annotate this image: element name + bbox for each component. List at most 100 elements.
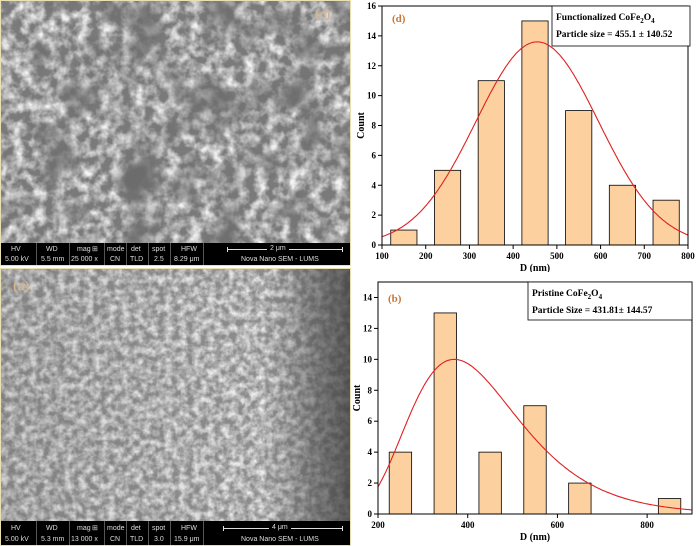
- y-tick-label: 14: [363, 292, 373, 302]
- y-tick-label: 4: [372, 180, 377, 190]
- y-tick-label: 2: [372, 210, 377, 220]
- y-axis-label: Count: [356, 111, 367, 138]
- mode-header: mode: [107, 246, 125, 253]
- y-tick-label: 4: [368, 447, 373, 457]
- hfw-header: HFW: [181, 246, 197, 253]
- x-tick-label: 700: [638, 251, 652, 261]
- legend-box: [527, 281, 693, 321]
- hv-header: HV: [11, 525, 21, 532]
- x-tick-label: 300: [463, 251, 477, 261]
- wd-header: WD: [46, 246, 58, 253]
- x-tick-label: 800: [681, 251, 695, 261]
- legend-title: Pristine CoFe2O4: [532, 289, 603, 301]
- y-tick-label: 12: [367, 61, 377, 71]
- histogram-functionalized: 100 200 300 400 500 600 700 800 0 2 4 6 8 10 12 14 16 D (…: [352, 0, 696, 272]
- x-tick-label: 500: [550, 251, 564, 261]
- x-tick-label: 800: [640, 520, 654, 530]
- x-tick-label: 400: [461, 520, 475, 530]
- panel-label: (d): [392, 13, 406, 25]
- y-tick-label: 10: [367, 91, 377, 101]
- x-tick-label: 600: [551, 520, 565, 530]
- wd-value: 5.3 mm: [41, 536, 65, 543]
- panel-label-c: (c): [315, 7, 331, 22]
- mag-header: mag: [77, 525, 91, 532]
- hfw-header: HFW: [181, 525, 197, 532]
- histogram-bar: [568, 482, 592, 515]
- x-axis-label: D (nm): [520, 263, 550, 272]
- mag-value: 25 000 x: [71, 256, 98, 263]
- mode-value: CN: [110, 256, 121, 263]
- y-tick-label: 6: [368, 416, 373, 426]
- y-tick-label: 0: [372, 240, 377, 250]
- chart-d-svg: 100 200 300 400 500 600 700 800 0 2 4 6 8 10 12 14 16 D (…: [356, 1, 695, 272]
- spot-value: 2.5: [154, 256, 164, 263]
- hv-value: 5.00 kV: [5, 536, 29, 543]
- legend-box: [551, 5, 691, 47]
- mag-value: 13 000 x: [71, 536, 98, 543]
- wd-value: 5.5 mm: [41, 256, 65, 263]
- x-tick-label: 400: [506, 251, 520, 261]
- y-tick-label: 12: [363, 323, 373, 333]
- footer-bottom: Nova Nano SEM - LUMS: [241, 536, 319, 543]
- det-value: TLD: [130, 256, 144, 263]
- y-tick-label: 16: [367, 1, 377, 11]
- y-tick-label: 0: [368, 509, 373, 519]
- histogram-bar: [521, 20, 549, 246]
- sem-micrograph-bottom: [1, 269, 350, 523]
- histogram-bar: [477, 80, 505, 246]
- grid-icon: ⊞: [92, 246, 98, 253]
- histogram-bar: [565, 110, 593, 246]
- y-tick-label: 14: [367, 31, 377, 41]
- panel-label: (b): [388, 293, 402, 305]
- hv-header: HV: [11, 246, 21, 253]
- spot-header: spot: [152, 246, 166, 253]
- x-axis-label: D (nm): [520, 532, 550, 543]
- sem-image-bottom: (a) HV 5.00 kV WD 5.3 mm mag ⊞ 13 000 x …: [0, 268, 351, 546]
- histogram-bar: [388, 451, 413, 515]
- hfw-value: 15.9 μm: [174, 536, 200, 543]
- x-tick-label: 100: [375, 251, 389, 261]
- legend-particle-size: Particle Size = 431.81± 144.57: [532, 306, 653, 316]
- hfw-value: 8.29 μm: [174, 256, 200, 263]
- y-tick-label: 8: [372, 121, 377, 131]
- spot-header: spot: [152, 525, 166, 532]
- x-tick-label: 200: [371, 520, 385, 530]
- histogram-bar: [434, 169, 462, 246]
- mode-value: CN: [110, 536, 121, 543]
- sem-micrograph-top: [1, 1, 350, 243]
- y-tick-label: 2: [368, 478, 373, 488]
- histogram-bar: [478, 451, 502, 515]
- spot-value: 3.0: [154, 536, 164, 543]
- det-value: TLD: [130, 536, 144, 543]
- y-tick-label: 10: [363, 354, 373, 364]
- sem-image-top: (c) HV 5.00 kV WD 5.5 mm mag ⊞ 25 000 x …: [0, 0, 351, 266]
- histogram-bar: [523, 405, 547, 515]
- histogram-bar: [433, 312, 457, 515]
- scale-label-bottom: 4 μm: [269, 523, 291, 532]
- histogram-bar: [390, 229, 418, 246]
- legend-title: Functionalized CoFe2O4: [556, 13, 655, 25]
- mag-header: mag: [77, 246, 91, 253]
- footer-top: Nova Nano SEM - LUMS: [241, 256, 319, 263]
- det-header: det: [131, 525, 141, 532]
- fit-curve: [381, 41, 689, 238]
- x-tick-label: 600: [594, 251, 608, 261]
- sem-info-bar-bottom: HV 5.00 kV WD 5.3 mm mag ⊞ 13 000 x mode…: [1, 521, 350, 545]
- x-tick-label: 200: [419, 251, 433, 261]
- hv-value: 5.00 kV: [5, 256, 29, 263]
- grid-icon: ⊞: [92, 525, 98, 532]
- sem-info-bar-top: HV 5.00 kV WD 5.5 mm mag ⊞ 25 000 x mode…: [1, 243, 350, 265]
- panel-label-a: (a): [13, 279, 30, 294]
- mode-header: mode: [107, 525, 125, 532]
- det-header: det: [131, 246, 141, 253]
- histogram-pristine: 200 400 600 800 0 2 4 6 8 10 12 14 D (nm) Count (b) Pri…: [352, 274, 696, 546]
- histogram-bar: [608, 184, 636, 246]
- fit-curve: [377, 358, 693, 511]
- y-axis-label: Count: [352, 384, 363, 411]
- wd-header: WD: [46, 525, 58, 532]
- legend-particle-size: Particle size = 455.1 ± 140.52: [556, 30, 673, 40]
- chart-b-svg: 200 400 600 800 0 2 4 6 8 10 12 14 D (nm) Count (b) Pri…: [352, 281, 693, 543]
- scale-label-top: 2 μm: [267, 244, 289, 253]
- y-tick-label: 6: [372, 150, 377, 160]
- y-tick-label: 8: [368, 385, 373, 395]
